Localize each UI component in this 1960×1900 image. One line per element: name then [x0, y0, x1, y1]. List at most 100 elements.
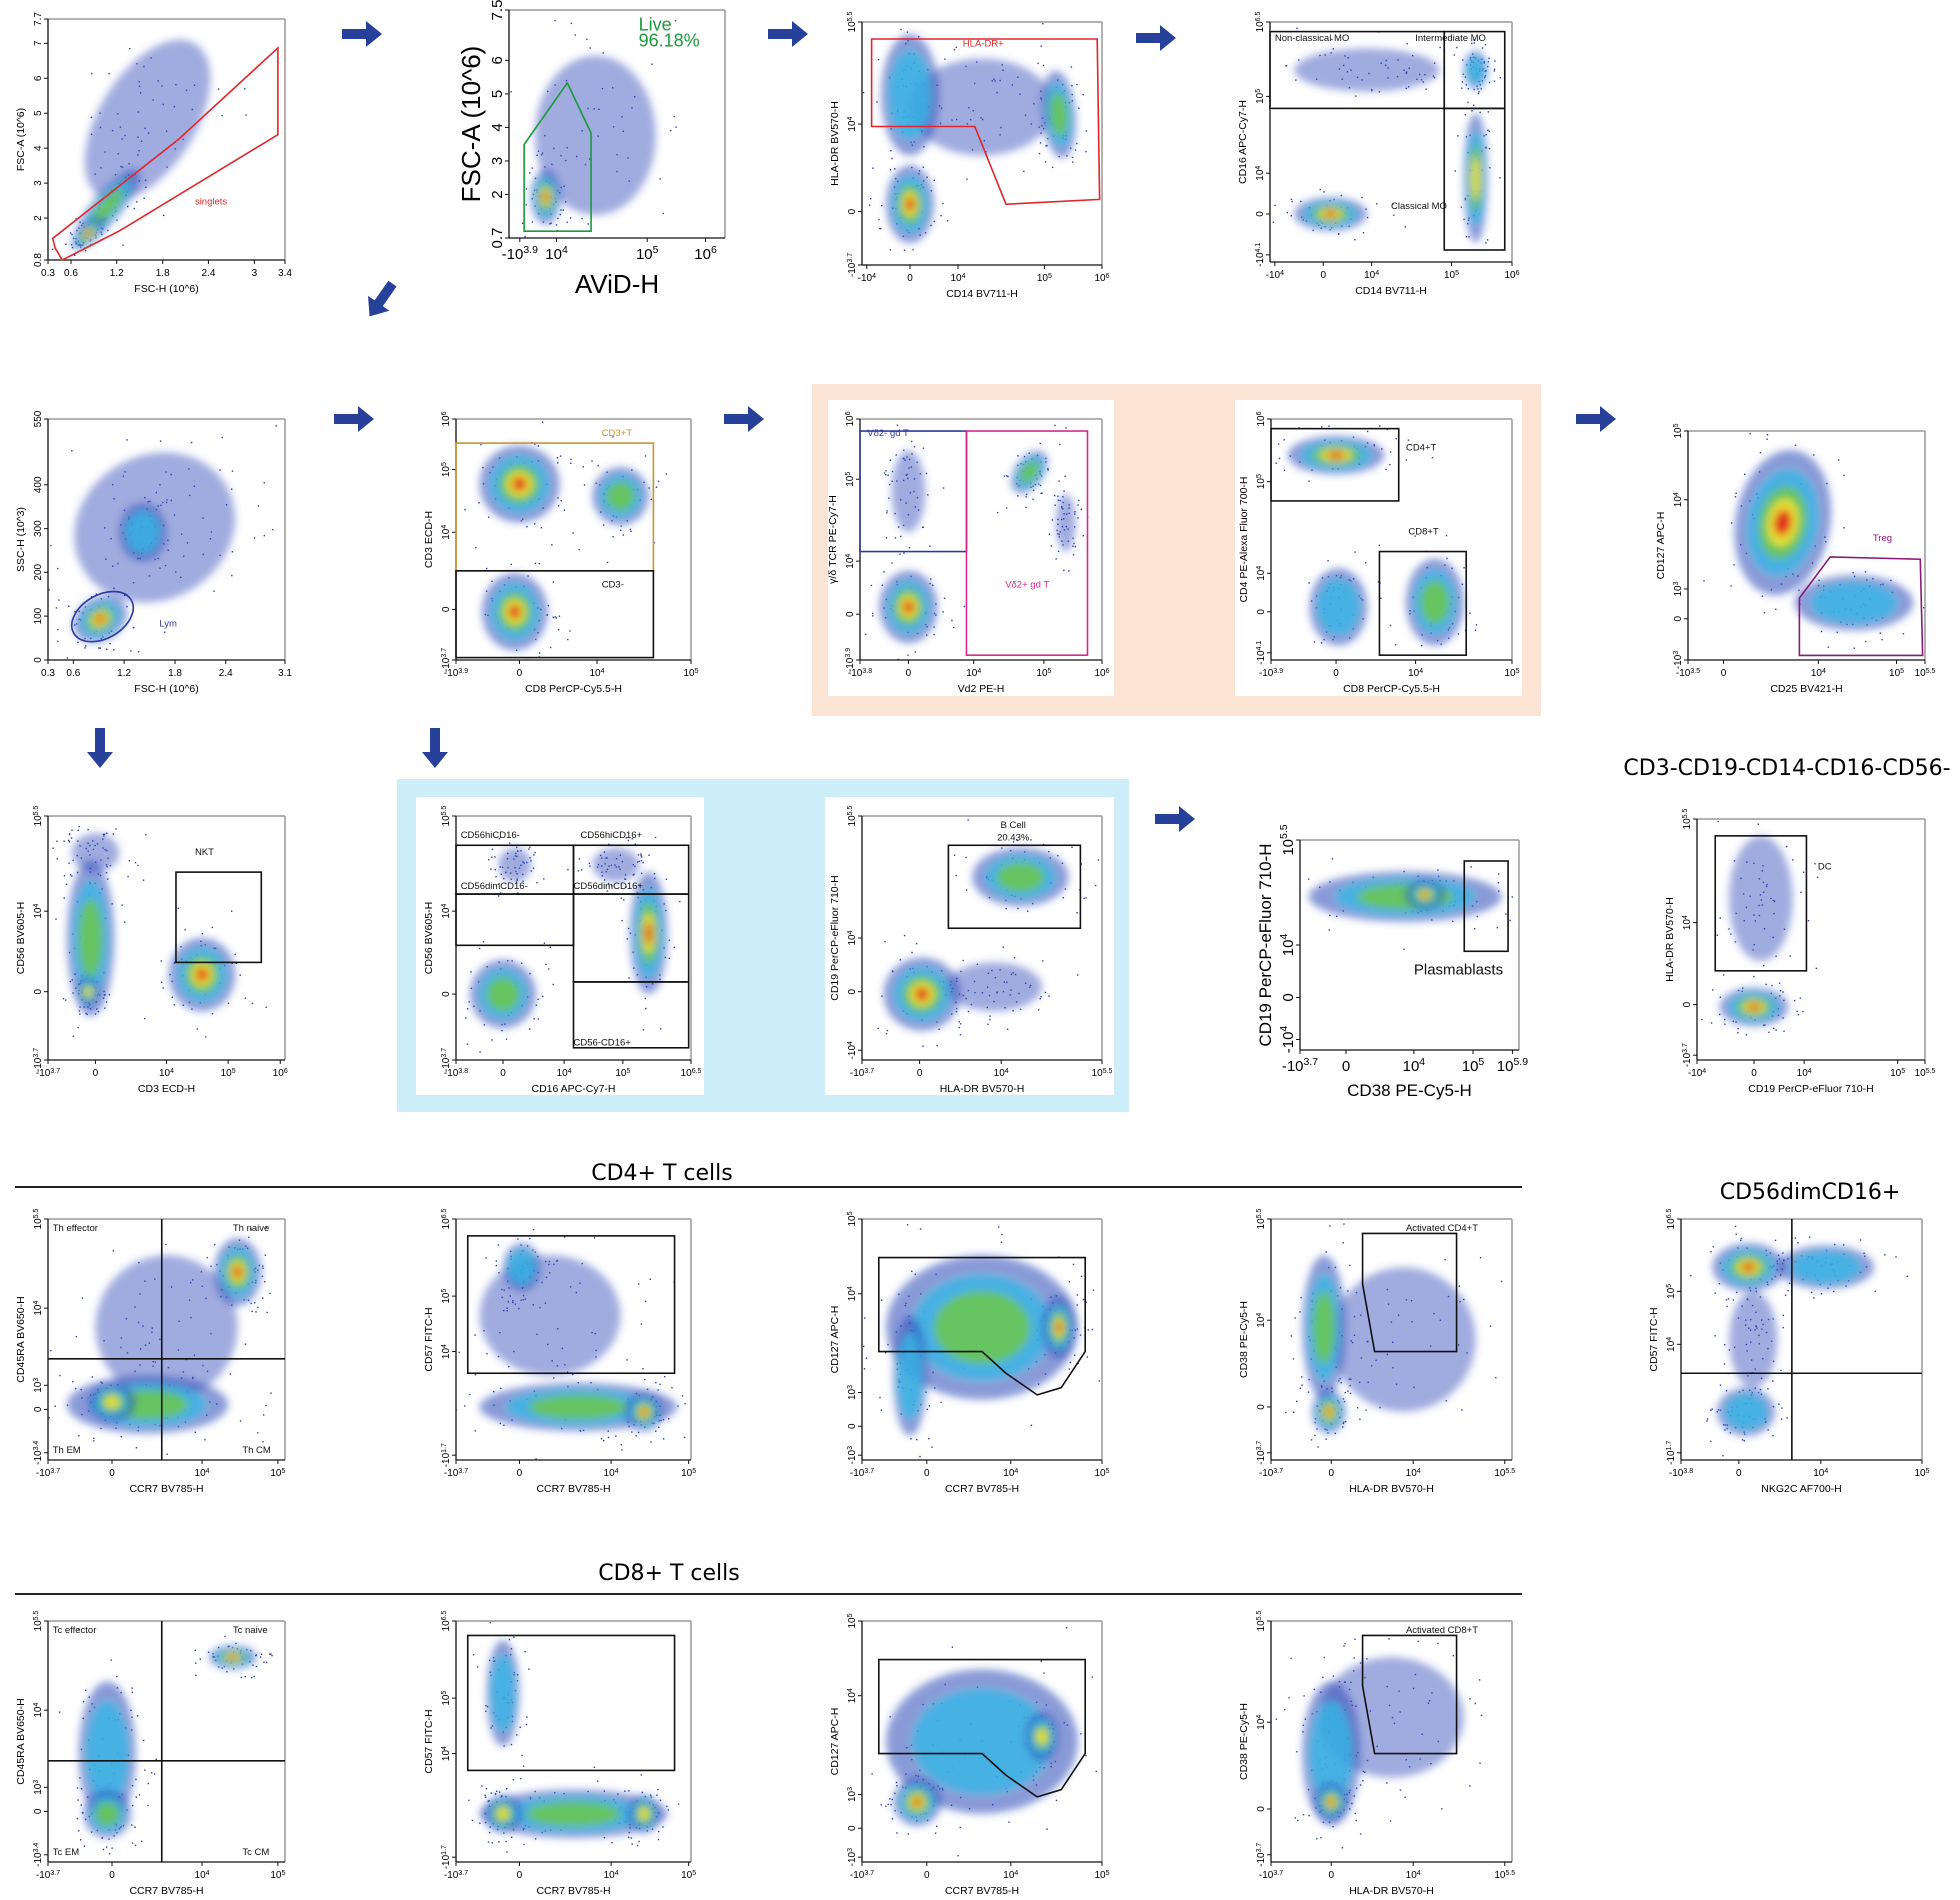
gate[interactable]: Th naive: [233, 1223, 269, 1234]
gate[interactable]: [877, 1658, 1086, 1798]
event-dot: [853, 1281, 854, 1282]
population-density-layer: [91, 188, 124, 226]
gate-outline[interactable]: [63, 581, 142, 652]
event-dot: [967, 819, 969, 821]
gate[interactable]: HLA-DR+: [870, 38, 1101, 206]
event-dot: [1493, 70, 1496, 72]
event-dot: [166, 1453, 168, 1455]
event-dot: [1057, 495, 1059, 497]
gate[interactable]: DC: [1714, 835, 1832, 972]
event-dot: [559, 213, 561, 216]
gate-outline[interactable]: [466, 1235, 676, 1375]
gate-outline[interactable]: [1361, 1232, 1458, 1353]
x-axis-label: HLA-DR BV570-H: [1349, 1483, 1434, 1495]
gate-outline[interactable]: [965, 430, 1089, 656]
y-tick-label: 104: [847, 930, 859, 945]
event-dot: [627, 839, 629, 842]
gate-outline[interactable]: [1443, 107, 1506, 251]
gate[interactable]: Tc EM: [53, 1847, 79, 1858]
event-dot: [550, 222, 552, 224]
event-dot: [483, 1024, 486, 1026]
gate[interactable]: Activated CD4+T: [1361, 1223, 1479, 1353]
event-dot: [1842, 1244, 1845, 1246]
gate[interactable]: singlets: [51, 46, 279, 262]
event-dot: [68, 839, 70, 842]
event-dot: [1074, 511, 1076, 513]
event-dot: [563, 1236, 566, 1238]
gate[interactable]: Th CM: [242, 1445, 271, 1456]
gate[interactable]: CD4+T: [1270, 427, 1437, 502]
event-dot: [1462, 59, 1464, 61]
gate[interactable]: Vδ2+ gd T: [965, 430, 1089, 656]
event-dot: [68, 841, 71, 843]
gate-outline[interactable]: [175, 871, 263, 964]
gate-outline[interactable]: [877, 1256, 1086, 1396]
gate-outline[interactable]: [1378, 550, 1468, 656]
gate-outline[interactable]: [1270, 427, 1400, 502]
population-density-layer: [1050, 92, 1068, 137]
event-dot: [105, 648, 108, 651]
event-dot: [1376, 203, 1378, 205]
event-dot: [959, 1033, 962, 1036]
event-dot: [673, 115, 675, 118]
population-density-layer: [897, 1332, 923, 1420]
gate-outline[interactable]: [1463, 860, 1509, 953]
event-dot: [1354, 239, 1356, 241]
x-tick-label: 104: [1403, 1056, 1426, 1075]
y-axis-label: SSC-H (10^3): [15, 507, 27, 572]
event-dot: [1895, 1256, 1897, 1258]
gate-outline[interactable]: [1714, 835, 1808, 972]
gate-percentage: 96.18%: [639, 30, 700, 50]
gate-outline[interactable]: [947, 844, 1082, 930]
gate-outline[interactable]: [51, 46, 279, 262]
gate-outline[interactable]: [877, 1658, 1086, 1798]
gate[interactable]: Th effector: [48, 1219, 285, 1460]
gate-outline[interactable]: [466, 1634, 676, 1772]
event-dot: [1071, 85, 1073, 87]
gate[interactable]: Th EM: [53, 1445, 81, 1456]
gate[interactable]: Tc effector: [48, 1621, 285, 1862]
event-dot: [1296, 27, 1298, 29]
event-dot: [881, 995, 883, 997]
event-dot: [603, 524, 605, 526]
event-dot: [908, 9, 909, 10]
x-tick-label: 0: [1342, 1058, 1350, 1075]
gate[interactable]: Tc naive: [233, 1625, 268, 1636]
event-dot: [1094, 884, 1097, 887]
gate[interactable]: Tc CM: [242, 1847, 269, 1858]
gate[interactable]: [466, 1235, 676, 1375]
event-dot: [1085, 1754, 1087, 1757]
event-dot: [1404, 226, 1406, 228]
event-dot: [130, 650, 132, 652]
gate-outline[interactable]: [455, 570, 655, 659]
gate-outline[interactable]: [523, 81, 592, 232]
x-tick-label: 104: [1811, 668, 1826, 680]
event-dot: [1703, 580, 1705, 582]
gate[interactable]: [466, 1634, 676, 1772]
event-dot: [1042, 960, 1044, 962]
event-dot: [68, 862, 70, 864]
gate[interactable]: [1681, 1219, 1922, 1460]
event-dot: [1771, 984, 1773, 987]
gate[interactable]: Classical MO: [1391, 107, 1506, 251]
gate[interactable]: Plasmablasts: [1414, 860, 1509, 978]
gate[interactable]: Lym: [63, 581, 177, 652]
event-dot: [80, 1787, 83, 1790]
gate[interactable]: CD3-: [455, 570, 655, 659]
event-dot: [1454, 170, 1457, 172]
gate[interactable]: [877, 1256, 1086, 1396]
event-dot: [1794, 999, 1796, 1002]
gate-outline[interactable]: [572, 981, 690, 1049]
gate[interactable]: CD56-CD16+: [572, 981, 690, 1049]
gate-outline[interactable]: [1798, 556, 1924, 657]
gate[interactable]: CD8+T: [1378, 527, 1468, 656]
gate-outline[interactable]: [870, 38, 1101, 206]
event-dot: [967, 1010, 970, 1013]
gate[interactable]: Treg: [1798, 533, 1924, 657]
event-dot: [1074, 545, 1077, 548]
event-dot: [1511, 896, 1513, 898]
gate[interactable]: NKT: [175, 847, 263, 964]
